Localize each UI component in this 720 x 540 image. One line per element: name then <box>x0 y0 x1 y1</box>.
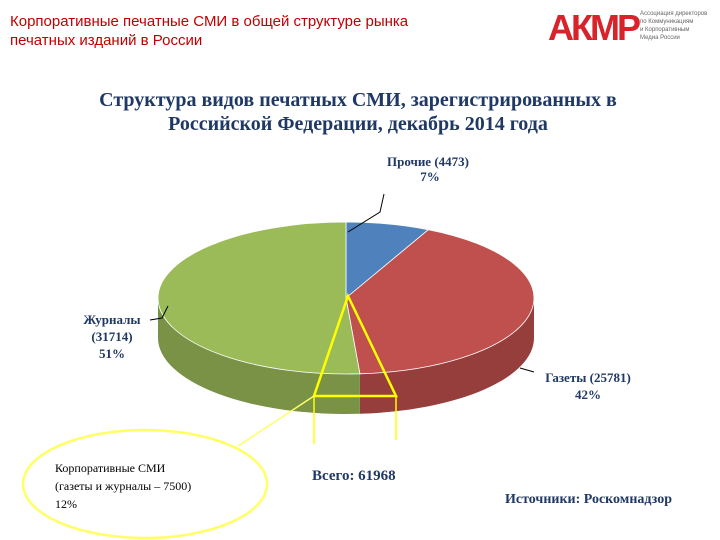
label-zhurnaly-value: (31714) <box>91 329 132 344</box>
leader-line-prochie <box>347 193 385 233</box>
slide-title: Корпоративные печатные СМИ в общей струк… <box>10 12 510 50</box>
pie-side-журналы <box>158 298 360 414</box>
annotation-line1: Корпоративные СМИ <box>55 461 166 475</box>
logo-caption-line: и Корпоративным <box>640 27 690 33</box>
leader-line-zhurnaly <box>149 305 169 321</box>
label-prochie-percent: 7% <box>420 169 440 184</box>
label-gazety-percent: 42% <box>575 387 601 402</box>
logo-mark: АКМР <box>548 7 641 48</box>
label-prochie-name: Прочие (4473) <box>387 154 469 169</box>
label-zhurnaly-name: Журналы <box>83 312 140 327</box>
logo-caption-line: по Коммуникациям <box>640 19 694 25</box>
logo-caption: Ассоциация директоров по Коммуникациям и… <box>640 10 720 42</box>
corporate-ellipse <box>21 428 269 540</box>
pie-sides <box>158 298 534 414</box>
annotation-line3: 12% <box>55 497 77 511</box>
chart-title-line1: Структура видов печатных СМИ, зарегистри… <box>99 89 617 111</box>
logo-caption-line: Ассоциация директоров <box>640 11 708 17</box>
slide-title-line1: Корпоративные печатные СМИ в общей струк… <box>10 13 409 30</box>
logo-caption-line: Медиа России <box>640 35 680 41</box>
pie-side-газеты <box>359 298 534 414</box>
pie-slice-журналы <box>157 221 361 375</box>
source-label: Источники: Роскомнадзор <box>505 492 672 507</box>
akmr-logo: АКМР Ассоциация директоров по Коммуникац… <box>548 8 718 48</box>
label-gazety-name: Газеты (25781) <box>545 370 631 385</box>
leader-line-gazety <box>519 367 535 373</box>
slide-title-line2: печатных изданий в России <box>10 32 203 49</box>
label-zhurnaly-percent: 51% <box>99 346 125 361</box>
corporate-triangle <box>312 292 398 398</box>
total-label: Всего: 61968 <box>312 468 396 484</box>
pie-tops <box>157 221 535 375</box>
pie-slice-газеты <box>345 229 535 375</box>
annotation-line2: (газеты и журналы – 7500) <box>55 479 191 493</box>
corporate-connector <box>237 395 315 447</box>
chart-title-line2: Российской Федерации, декабрь 2014 года <box>168 113 548 135</box>
